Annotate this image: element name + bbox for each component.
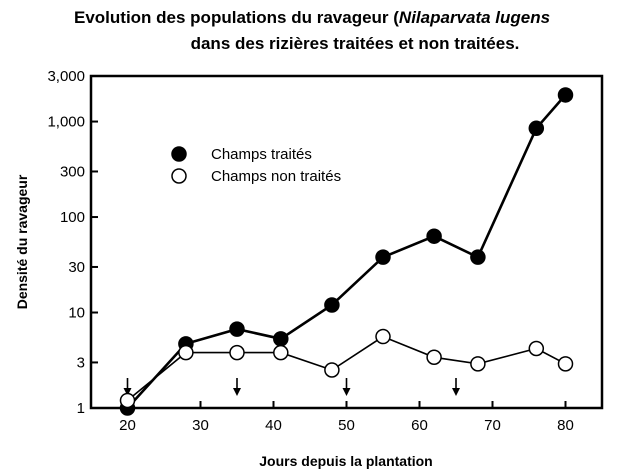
chart-title-line-2: dans des rizières traitées et non traité… xyxy=(191,34,520,53)
x-tick-label: 50 xyxy=(338,417,355,434)
legend-marker-untreated xyxy=(171,168,187,184)
chart-title-species: Nilaparvata lugens xyxy=(399,8,550,27)
plot-frame xyxy=(89,74,604,410)
data-point-treated xyxy=(470,249,486,265)
y-tick-label: 100 xyxy=(60,209,85,226)
y-tick-label: 300 xyxy=(60,163,85,180)
legend-marker-treated xyxy=(171,146,187,162)
data-point-untreated xyxy=(470,356,486,372)
y-axis-ticks: 1 3 10 30 100 300 1,000 3,000 xyxy=(47,68,98,417)
arrow-head xyxy=(452,388,460,396)
data-point-treated xyxy=(324,297,340,313)
insecticide-arrow xyxy=(452,378,460,396)
insecticide-arrow xyxy=(123,378,132,396)
x-tick-label: 40 xyxy=(265,417,282,434)
data-point-untreated xyxy=(273,344,289,361)
series-line-treated xyxy=(126,94,567,409)
data-point-untreated xyxy=(375,328,391,345)
legend: Champs traités Champs non traités xyxy=(171,146,341,185)
y-tick-label: 10 xyxy=(68,305,85,322)
x-tick-label: 80 xyxy=(557,417,574,434)
x-axis-ticks: 20 30 40 50 60 70 80 xyxy=(119,401,574,434)
data-point-untreated xyxy=(119,392,136,409)
chart-title-prefix: Evolution des populations du ravageur ( xyxy=(74,8,399,27)
insecticide-arrows xyxy=(123,378,460,396)
legend-label-treated: Champs traités xyxy=(211,146,312,163)
data-point-treated xyxy=(528,120,545,137)
y-tick-label: 30 xyxy=(68,259,85,276)
data-point-untreated xyxy=(324,362,340,378)
insecticide-arrow xyxy=(342,378,351,396)
x-axis-label: Jours depuis la plantation xyxy=(259,453,432,469)
chart-title-line-1: Evolution des populations du ravageur (N… xyxy=(74,8,550,27)
data-point-untreated xyxy=(528,340,545,357)
arrow-head xyxy=(123,388,132,396)
x-tick-label: 60 xyxy=(411,417,428,434)
data-point-untreated xyxy=(426,349,442,366)
x-tick-label: 30 xyxy=(192,417,209,434)
insecticide-arrow xyxy=(233,378,241,396)
data-point-untreated xyxy=(178,344,194,361)
series-points xyxy=(119,87,574,416)
x-tick-label: 20 xyxy=(119,417,136,434)
y-axis-label: Densité du ravageur xyxy=(14,174,30,309)
data-point-untreated xyxy=(557,356,574,372)
data-point-treated xyxy=(375,249,391,265)
arrow-head xyxy=(342,388,351,396)
data-point-untreated xyxy=(229,344,245,361)
y-tick-label: 1,000 xyxy=(47,114,85,131)
y-tick-label: 3 xyxy=(77,354,85,371)
series-lines xyxy=(126,94,567,409)
y-tick-label: 1 xyxy=(77,400,85,417)
arrow-head xyxy=(233,388,241,396)
data-point-treated xyxy=(273,331,289,347)
data-point-treated xyxy=(426,228,442,244)
data-point-treated xyxy=(557,87,574,103)
legend-label-untreated: Champs non traités xyxy=(211,168,341,185)
data-point-treated xyxy=(229,321,245,337)
x-tick-label: 70 xyxy=(484,417,501,434)
y-tick-label: 3,000 xyxy=(47,68,85,85)
series-line-untreated xyxy=(126,335,566,402)
